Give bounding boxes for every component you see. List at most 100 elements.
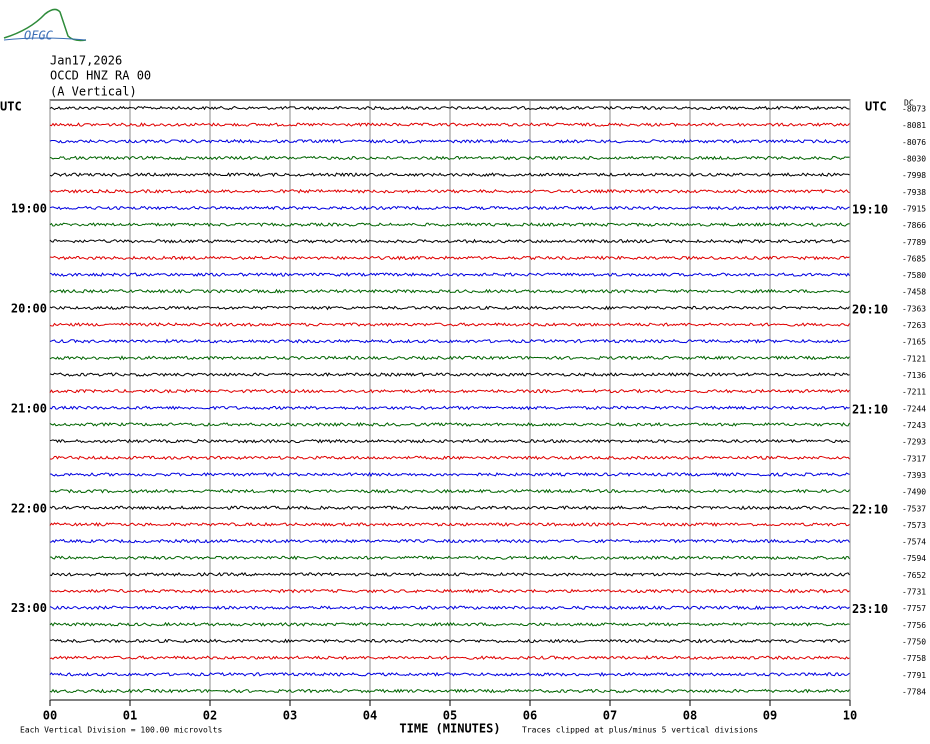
dc-offset: -7866 bbox=[902, 221, 926, 230]
dc-offset: -7756 bbox=[902, 621, 926, 630]
dc-offset: -7652 bbox=[902, 571, 926, 580]
right-hour-label: 21:10 bbox=[852, 402, 888, 416]
dc-offset: -7750 bbox=[902, 638, 926, 647]
dc-offset: -7789 bbox=[902, 238, 926, 247]
dc-offset: -7757 bbox=[902, 604, 926, 613]
trace bbox=[49, 105, 850, 111]
dc-offset: -7393 bbox=[902, 471, 926, 480]
trace bbox=[49, 621, 850, 627]
left-hour-label: 19:00 bbox=[11, 201, 47, 215]
trace bbox=[49, 688, 850, 694]
dc-offset: -7791 bbox=[902, 671, 926, 680]
trace bbox=[49, 222, 850, 228]
x-tick-label: 10 bbox=[843, 709, 857, 723]
trace bbox=[49, 372, 850, 377]
trace bbox=[49, 405, 850, 411]
dc-offset: -8073 bbox=[902, 105, 926, 114]
trace bbox=[49, 471, 850, 477]
left-axis-title: UTC bbox=[0, 100, 22, 114]
x-tick-label: 03 bbox=[283, 709, 297, 723]
trace bbox=[49, 138, 850, 144]
dc-offset: -7537 bbox=[902, 504, 926, 513]
trace bbox=[49, 455, 850, 461]
trace bbox=[49, 205, 850, 211]
right-hour-label: 23:10 bbox=[852, 602, 888, 616]
trace bbox=[49, 188, 850, 194]
right-hour-label: 19:10 bbox=[852, 202, 888, 216]
dc-offset: -7573 bbox=[902, 521, 926, 530]
dc-offset: -7165 bbox=[902, 338, 926, 347]
offset-title: DC bbox=[904, 99, 914, 108]
dc-offset: -7363 bbox=[902, 304, 926, 313]
trace bbox=[49, 155, 850, 161]
dc-offset: -7915 bbox=[902, 204, 926, 213]
trace bbox=[49, 355, 850, 361]
trace bbox=[49, 488, 850, 494]
x-tick-label: 07 bbox=[603, 709, 617, 723]
dc-offset: -7263 bbox=[902, 321, 926, 330]
x-axis-title: TIME (MINUTES) bbox=[399, 722, 500, 736]
dc-offset: -7784 bbox=[902, 688, 926, 697]
dc-offset: -7574 bbox=[902, 538, 926, 547]
trace bbox=[49, 605, 850, 611]
dc-offset: -7594 bbox=[902, 554, 926, 563]
clip-note: Traces clipped at plus/minus 5 vertical … bbox=[522, 726, 758, 735]
left-hour-label: 20:00 bbox=[11, 301, 47, 315]
dc-offset: -7685 bbox=[902, 254, 926, 263]
left-hour-label: 22:00 bbox=[11, 501, 47, 515]
scale-note: Each Vertical Division = 100.00 microvol… bbox=[20, 726, 222, 735]
dc-offset: -7938 bbox=[902, 188, 926, 197]
dc-offset: -7580 bbox=[902, 271, 926, 280]
dc-offset: -7998 bbox=[902, 171, 926, 180]
trace bbox=[49, 338, 850, 344]
date: Jan17,2026 bbox=[50, 54, 122, 68]
x-tick-label: 09 bbox=[763, 709, 777, 723]
dc-offset: -7731 bbox=[902, 588, 926, 597]
trace bbox=[49, 521, 850, 527]
logo: OFGC bbox=[3, 8, 87, 43]
x-tick-label: 08 bbox=[683, 709, 697, 723]
dc-offset: -7211 bbox=[902, 388, 926, 397]
trace bbox=[49, 638, 850, 644]
trace bbox=[49, 172, 850, 178]
trace bbox=[49, 438, 850, 444]
dc-offset: -8076 bbox=[902, 138, 926, 147]
trace bbox=[49, 588, 850, 594]
trace bbox=[49, 655, 850, 661]
trace bbox=[49, 571, 850, 577]
trace bbox=[49, 122, 850, 128]
left-hour-label: 23:00 bbox=[11, 601, 47, 615]
dc-offset: -7317 bbox=[902, 454, 926, 463]
right-hour-label: 20:10 bbox=[852, 302, 888, 316]
trace bbox=[49, 255, 850, 261]
right-axis-title: UTC bbox=[865, 100, 887, 114]
dc-offset: -7490 bbox=[902, 488, 926, 497]
trace bbox=[49, 322, 850, 327]
dc-offset: -8081 bbox=[902, 121, 926, 130]
trace bbox=[49, 555, 850, 561]
x-tick-label: 01 bbox=[123, 709, 137, 723]
dc-offset: -8030 bbox=[902, 154, 926, 163]
trace bbox=[49, 272, 850, 277]
trace bbox=[49, 388, 850, 394]
dc-offset: -7244 bbox=[902, 404, 926, 413]
trace bbox=[49, 305, 850, 311]
dc-offset: -7243 bbox=[902, 421, 926, 430]
trace bbox=[49, 238, 850, 244]
dc-offset: -7136 bbox=[902, 371, 926, 380]
trace bbox=[49, 671, 850, 677]
trace bbox=[49, 505, 850, 511]
trace bbox=[49, 288, 850, 294]
trace bbox=[49, 421, 850, 428]
dc-offset: -7121 bbox=[902, 354, 926, 363]
dc-offset: -7293 bbox=[902, 438, 926, 447]
station: OCCD HNZ RA 00 bbox=[50, 69, 151, 83]
trace bbox=[49, 538, 850, 544]
x-tick-label: 04 bbox=[363, 709, 377, 723]
x-tick-label: 05 bbox=[443, 709, 457, 723]
x-tick-label: 00 bbox=[43, 709, 57, 723]
dc-offset: -7458 bbox=[902, 288, 926, 297]
left-hour-label: 21:00 bbox=[11, 401, 47, 415]
dc-offset: -7758 bbox=[902, 654, 926, 663]
